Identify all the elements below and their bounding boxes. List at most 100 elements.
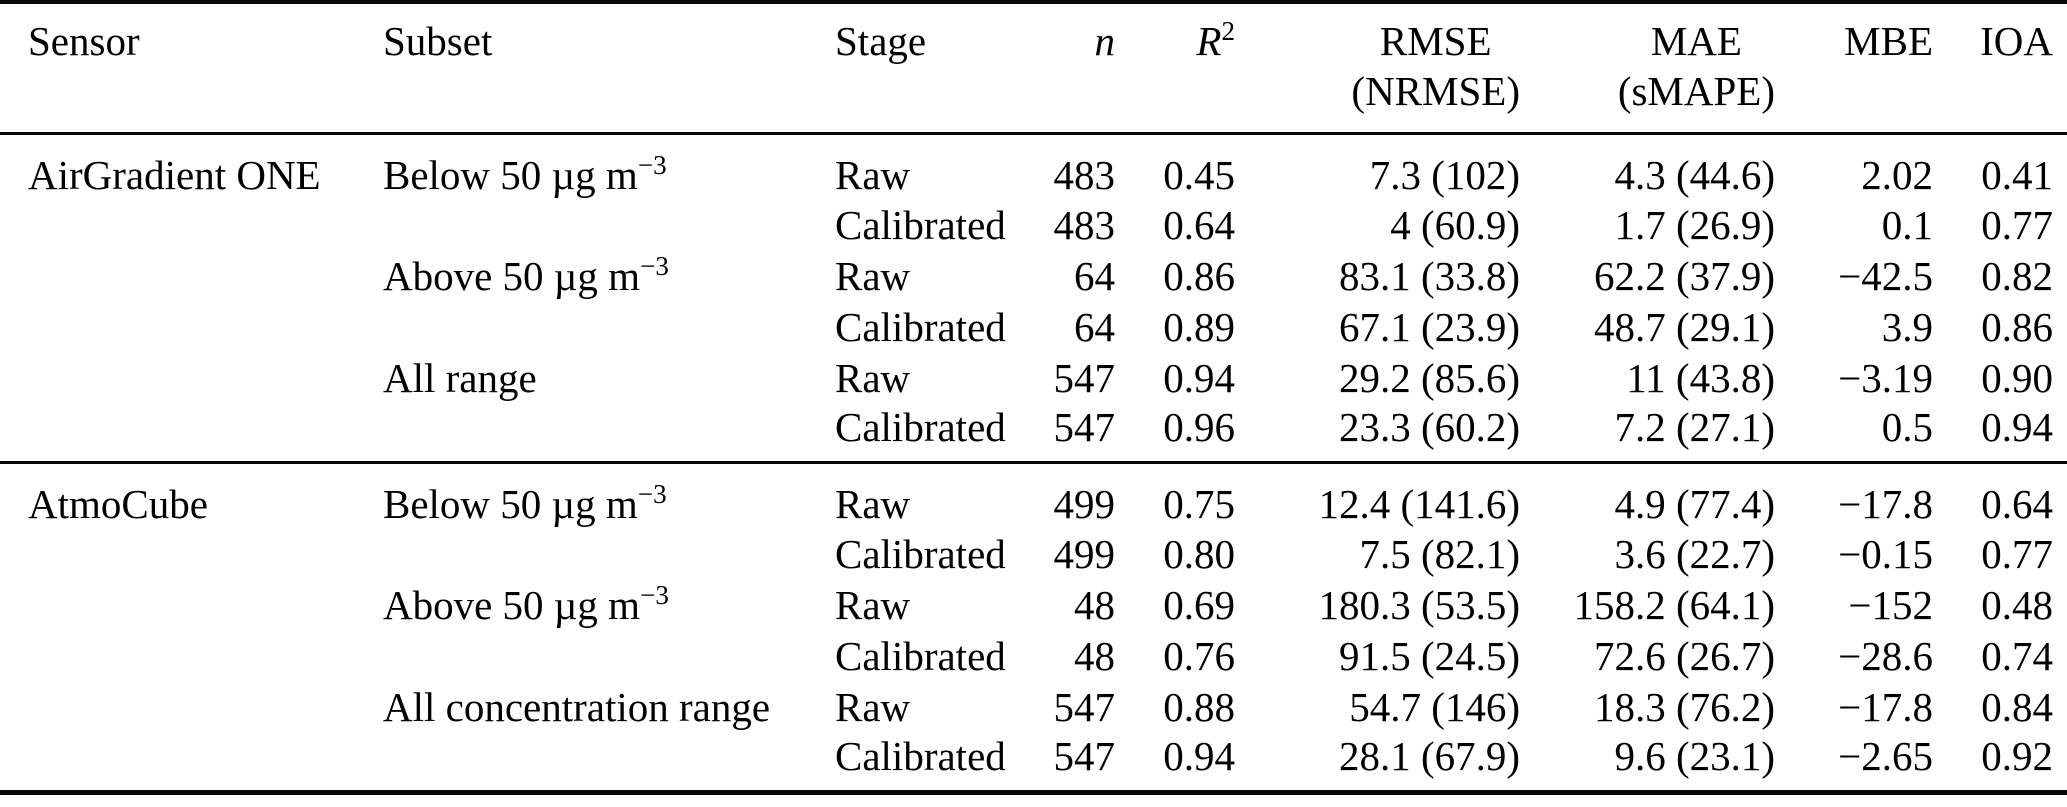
- cell-mae: 9.6 (23.1): [1614, 733, 1775, 779]
- subset-text: All concentration range: [383, 683, 771, 730]
- cell-sensor: [0, 352, 355, 403]
- cell-stage: Raw: [835, 581, 911, 628]
- cell-n: 547: [1053, 354, 1116, 401]
- cell-stage: Calibrated: [835, 530, 1006, 577]
- cell-mbe: −152: [1848, 581, 1933, 628]
- table-row: Calibrated 64 0.89 67.1 (23.9) 48.7 (29.…: [0, 301, 2067, 352]
- cell-stage: Raw: [835, 481, 911, 527]
- cell-mae: 11 (43.8): [1626, 354, 1775, 401]
- cell-stage: Calibrated: [835, 201, 1006, 248]
- r2-superscript: 2: [1221, 16, 1235, 47]
- cell-subset: All concentration range: [355, 681, 807, 732]
- cell-n: 547: [1053, 733, 1116, 779]
- cell-mae: 1.7 (26.9): [1614, 201, 1775, 248]
- cell-mbe: 3.9: [1881, 303, 1933, 350]
- cell-mae: 3.6 (22.7): [1614, 530, 1775, 577]
- cell-subset: Below 50 µg m−3: [355, 134, 807, 200]
- cell-subset: [355, 199, 807, 250]
- subset-text: Below 50 µg m: [383, 481, 638, 527]
- cell-sensor: [0, 681, 355, 732]
- cell-r2: 0.64: [1163, 201, 1235, 248]
- section-airgradient-one: AirGradient ONE Below 50 µg m−3 Raw 483 …: [0, 134, 2067, 463]
- rmse-header-lines: RMSE (NRMSE): [1351, 16, 1520, 116]
- cell-ioa: 0.90: [1981, 354, 2053, 401]
- cell-ioa: 0.64: [1981, 481, 2053, 527]
- cell-mae: 18.3 (76.2): [1593, 683, 1775, 730]
- cell-mae: 4.3 (44.6): [1614, 152, 1775, 198]
- rmse-header-line2: (NRMSE): [1351, 68, 1520, 114]
- cell-ioa: 0.92: [1981, 733, 2053, 779]
- cell-stage: Calibrated: [835, 303, 1006, 350]
- cell-mae: 48.7 (29.1): [1593, 303, 1775, 350]
- cell-r2: 0.88: [1163, 683, 1235, 730]
- subset-superscript: −3: [637, 479, 667, 510]
- col-header-n: n: [1094, 18, 1116, 64]
- table-row: All range Raw 547 0.94 29.2 (85.6) 11 (4…: [0, 352, 2067, 403]
- cell-ioa: 0.84: [1981, 683, 2053, 730]
- cell-r2: 0.86: [1163, 252, 1235, 299]
- cell-stage: Calibrated: [835, 404, 1006, 450]
- col-header-rmse: RMSE (NRMSE): [1235, 2, 1520, 134]
- cell-subset: [355, 301, 807, 352]
- cell-mbe: −0.15: [1838, 530, 1933, 577]
- cell-ioa: 0.41: [1981, 152, 2053, 198]
- cell-subset: Above 50 µg m−3: [355, 579, 807, 630]
- cell-subset: [355, 403, 807, 463]
- cell-sensor: [0, 630, 355, 681]
- cell-sensor: AtmoCube: [28, 481, 208, 527]
- table-row: AtmoCube Below 50 µg m−3 Raw 499 0.75 12…: [0, 463, 2067, 529]
- cell-mae: 158.2 (64.1): [1573, 581, 1775, 628]
- cell-mbe: −17.8: [1838, 481, 1933, 527]
- cell-mbe: −42.5: [1838, 252, 1933, 299]
- cell-n: 64: [1074, 252, 1115, 299]
- table-row: Above 50 µg m−3 Raw 64 0.86 83.1 (33.8) …: [0, 250, 2067, 301]
- cell-r2: 0.94: [1163, 733, 1235, 779]
- cell-sensor: [0, 528, 355, 579]
- cell-n: 499: [1053, 481, 1116, 527]
- cell-rmse: 12.4 (141.6): [1318, 481, 1520, 527]
- cell-stage: Raw: [835, 152, 911, 198]
- cell-mbe: −28.6: [1838, 632, 1933, 679]
- cell-n: 483: [1053, 152, 1116, 198]
- cell-rmse: 83.1 (33.8): [1338, 252, 1520, 299]
- cell-subset: Above 50 µg m−3: [355, 250, 807, 301]
- table-row: Calibrated 547 0.96 23.3 (60.2) 7.2 (27.…: [0, 403, 2067, 463]
- cell-ioa: 0.48: [1981, 581, 2053, 628]
- mae-header-line2: (sMAPE): [1617, 68, 1775, 114]
- cell-rmse: 7.5 (82.1): [1359, 530, 1520, 577]
- cell-ioa: 0.82: [1981, 252, 2053, 299]
- table-header: Sensor Subset Stage n R2 RMSE (NRMSE) MAE…: [0, 2, 2067, 134]
- table-row: Calibrated 547 0.94 28.1 (67.9) 9.6 (23.…: [0, 732, 2067, 793]
- subset-text: All range: [383, 354, 537, 401]
- cell-rmse: 180.3 (53.5): [1318, 581, 1520, 628]
- col-header-mbe: MBE: [1844, 18, 1933, 64]
- col-header-stage: Stage: [835, 18, 927, 64]
- table-row: Calibrated 499 0.80 7.5 (82.1) 3.6 (22.7…: [0, 528, 2067, 579]
- rmse-header-line1: RMSE: [1379, 18, 1492, 64]
- cell-r2: 0.76: [1163, 632, 1235, 679]
- cell-subset: [355, 528, 807, 579]
- cell-ioa: 0.77: [1981, 530, 2053, 577]
- cell-sensor: [0, 199, 355, 250]
- cell-stage: Raw: [835, 354, 911, 401]
- section-atmocube: AtmoCube Below 50 µg m−3 Raw 499 0.75 12…: [0, 462, 2067, 793]
- cell-rmse: 4 (60.9): [1390, 201, 1520, 248]
- cell-stage: Calibrated: [835, 733, 1006, 779]
- table-row: Above 50 µg m−3 Raw 48 0.69 180.3 (53.5)…: [0, 579, 2067, 630]
- subset-superscript: −3: [640, 250, 669, 281]
- cell-sensor: [0, 301, 355, 352]
- cell-rmse: 67.1 (23.9): [1338, 303, 1520, 350]
- cell-n: 48: [1074, 581, 1115, 628]
- cell-rmse: 91.5 (24.5): [1338, 632, 1520, 679]
- cell-n: 483: [1053, 201, 1116, 248]
- cell-ioa: 0.77: [1981, 201, 2053, 248]
- subset-superscript: −3: [637, 150, 667, 181]
- cell-mae: 7.2 (27.1): [1614, 404, 1775, 450]
- table-row: All concentration range Raw 547 0.88 54.…: [0, 681, 2067, 732]
- table-row: Calibrated 483 0.64 4 (60.9) 1.7 (26.9) …: [0, 199, 2067, 250]
- cell-r2: 0.96: [1163, 404, 1235, 450]
- cell-n: 64: [1074, 303, 1115, 350]
- cell-rmse: 28.1 (67.9): [1338, 733, 1520, 779]
- subset-text: Above 50 µg m: [383, 252, 641, 299]
